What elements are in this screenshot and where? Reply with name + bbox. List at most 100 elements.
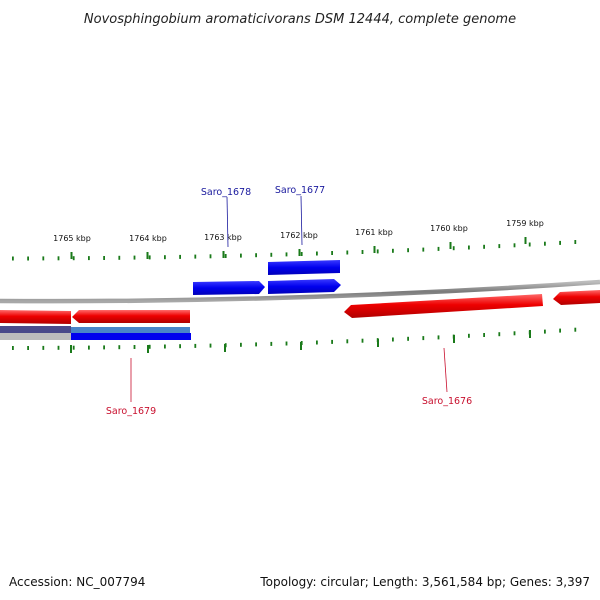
lower-band-mid-blue (71, 333, 191, 340)
minor-tick (437, 246, 440, 251)
minor-tick (483, 244, 485, 249)
minor-tick (392, 337, 394, 342)
minor-tick (118, 255, 121, 260)
minor-tick (574, 240, 577, 244)
major-tick (298, 249, 301, 256)
gene-arrow[interactable] (344, 294, 543, 318)
minor-tick (392, 248, 394, 253)
minor-tick (361, 338, 364, 343)
label-leaders (130, 195, 448, 402)
minor-tick (316, 251, 318, 256)
kbp-label: 1765 kbp (53, 234, 91, 243)
gene-Saro_1676[interactable] (344, 294, 543, 318)
minor-tick (544, 329, 546, 334)
upper-scale-major-ticks (70, 237, 527, 259)
minor-tick (179, 254, 181, 259)
minor-tick (133, 255, 136, 260)
minor-tick (57, 256, 60, 261)
gene-arrow[interactable] (553, 290, 600, 305)
minor-tick (437, 335, 440, 340)
minor-tick (270, 252, 273, 257)
genome-backbone (0, 279, 600, 304)
minor-tick (103, 256, 105, 260)
major-tick (524, 237, 527, 244)
minor-tick (57, 345, 60, 350)
map-title: Novosphingobium aromaticivorans DSM 1244… (84, 12, 516, 27)
major-tick (70, 252, 73, 259)
major-tick (377, 339, 379, 347)
gene-left-edge[interactable] (0, 310, 71, 324)
minor-tick (285, 341, 288, 346)
leader-line (443, 347, 448, 393)
minor-tick (72, 256, 75, 261)
minor-tick (498, 332, 501, 337)
minor-tick (88, 256, 90, 261)
gene-label[interactable]: Saro_1678 (201, 187, 251, 198)
minor-tick (559, 328, 561, 333)
minor-tick (103, 345, 105, 350)
kbp-label: 1764 kbp (129, 234, 167, 243)
kbp-label: 1761 kbp (355, 228, 393, 237)
gene-Saro_1679[interactable] (72, 310, 190, 323)
upper-scale-minor-ticks (12, 240, 577, 261)
minor-tick (513, 243, 516, 248)
kbp-label: 1760 kbp (430, 224, 468, 233)
minor-tick (468, 333, 470, 338)
gene-label[interactable]: Saro_1676 (422, 396, 472, 407)
gene-arrow[interactable] (72, 310, 190, 323)
minor-tick (118, 345, 121, 350)
gene-arrow[interactable] (193, 281, 265, 295)
minor-tick (224, 254, 227, 258)
gene-arrow[interactable] (268, 279, 341, 294)
minor-tick (300, 252, 303, 256)
major-tick (146, 252, 149, 259)
minor-tick (72, 345, 75, 350)
minor-tick (209, 254, 212, 259)
gene-label[interactable]: Saro_1677 (275, 185, 325, 196)
gene-Saro_1677[interactable] (268, 260, 341, 294)
minor-tick (331, 339, 333, 344)
minor-tick (209, 343, 212, 348)
minor-tick (164, 344, 166, 349)
minor-tick (240, 342, 242, 347)
gene-label[interactable]: Saro_1679 (106, 406, 156, 417)
minor-tick (179, 344, 181, 349)
scale-labels: 1765 kbp 1764 kbp 1763 kbp 1762 kbp 1761… (53, 219, 544, 243)
minor-tick (164, 255, 166, 260)
leader-line (300, 195, 303, 246)
minor-tick (316, 340, 318, 345)
minor-tick (407, 248, 409, 253)
minor-tick (255, 342, 257, 347)
major-tick (300, 342, 302, 350)
minor-tick (133, 345, 136, 349)
minor-tick (468, 245, 470, 250)
minor-tick (42, 345, 45, 350)
kbp-label: 1759 kbp (506, 219, 544, 228)
genome-summary-text: Topology: circular; Length: 3,561,584 bp… (259, 575, 590, 589)
minor-tick (331, 251, 333, 255)
gene-arrow[interactable] (268, 260, 340, 275)
minor-tick (285, 252, 288, 257)
accession-text: Accession: NC_007794 (9, 575, 145, 589)
major-tick (147, 345, 149, 353)
minor-tick (483, 333, 485, 337)
minor-tick (148, 344, 151, 349)
minor-tick (194, 343, 197, 348)
lower-band-mid (71, 327, 190, 333)
lower-scale-major-ticks (70, 330, 531, 353)
kbp-label: 1762 kbp (280, 231, 318, 240)
minor-tick (422, 247, 425, 252)
gene-Saro_1678[interactable] (193, 281, 265, 295)
major-tick (453, 335, 455, 343)
minor-tick (498, 244, 501, 249)
gene-right-edge[interactable] (553, 290, 600, 305)
minor-tick (574, 327, 577, 332)
minor-tick (27, 256, 29, 261)
minor-tick (12, 256, 14, 261)
leader-line (226, 196, 229, 248)
major-tick (449, 242, 452, 249)
major-tick (222, 251, 225, 258)
gene-arrow[interactable] (0, 310, 71, 324)
lower-band-left-grey (0, 333, 71, 340)
